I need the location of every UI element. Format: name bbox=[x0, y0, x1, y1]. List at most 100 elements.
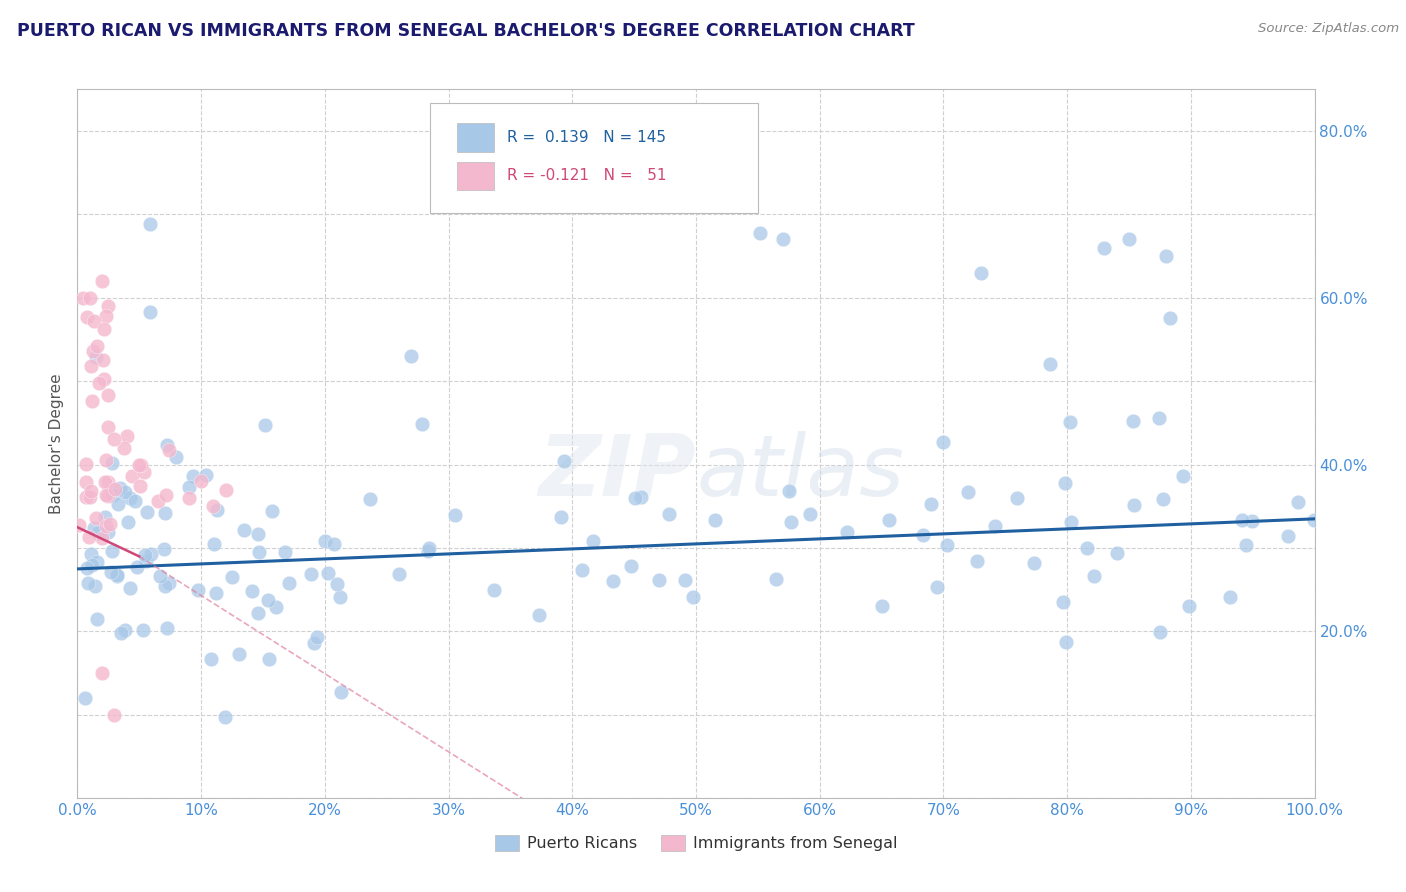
Point bbox=[79, 291, 101, 305]
Point bbox=[1059, 416, 1081, 430]
Point bbox=[149, 569, 172, 583]
Point bbox=[277, 575, 299, 590]
Point bbox=[1147, 411, 1170, 425]
Point bbox=[93, 322, 115, 336]
Point bbox=[1122, 414, 1144, 428]
Point bbox=[93, 510, 115, 524]
Point bbox=[1118, 232, 1140, 246]
Point bbox=[103, 433, 125, 447]
Point bbox=[1052, 595, 1074, 609]
Point bbox=[97, 388, 120, 402]
Point bbox=[152, 542, 174, 557]
Point bbox=[86, 555, 108, 569]
Point bbox=[79, 491, 101, 505]
Point bbox=[925, 580, 948, 594]
Point bbox=[97, 475, 120, 489]
Legend: Puerto Ricans, Immigrants from Senegal: Puerto Ricans, Immigrants from Senegal bbox=[488, 829, 904, 858]
Point bbox=[877, 513, 900, 527]
Point bbox=[624, 491, 647, 506]
Point bbox=[101, 456, 124, 470]
Point bbox=[103, 707, 125, 722]
Point bbox=[1076, 541, 1098, 556]
Point bbox=[936, 538, 959, 552]
Point bbox=[97, 524, 120, 539]
Point bbox=[299, 567, 322, 582]
Point bbox=[134, 548, 156, 562]
Point bbox=[75, 475, 97, 490]
Point bbox=[682, 590, 704, 604]
Y-axis label: Bachelor's Degree: Bachelor's Degree bbox=[49, 374, 65, 514]
Point bbox=[129, 458, 152, 473]
Point bbox=[153, 506, 176, 520]
Point bbox=[94, 519, 117, 533]
Point bbox=[1286, 495, 1309, 509]
Point bbox=[87, 526, 110, 541]
Point bbox=[330, 685, 353, 699]
Point bbox=[200, 652, 222, 666]
Point bbox=[120, 491, 142, 505]
Point bbox=[388, 566, 411, 581]
Point bbox=[165, 450, 187, 465]
Point bbox=[246, 527, 269, 541]
Point bbox=[228, 647, 250, 661]
Point bbox=[1152, 491, 1174, 506]
Point bbox=[1039, 357, 1062, 371]
Point bbox=[1083, 569, 1105, 583]
Point bbox=[314, 533, 336, 548]
Point bbox=[76, 561, 98, 575]
Point bbox=[322, 537, 344, 551]
Point bbox=[91, 531, 114, 545]
Point bbox=[256, 593, 278, 607]
Point bbox=[101, 488, 124, 502]
Point bbox=[274, 545, 297, 559]
Point bbox=[139, 304, 162, 318]
Point bbox=[799, 507, 821, 521]
Text: R = -0.121   N =   51: R = -0.121 N = 51 bbox=[506, 169, 666, 183]
Point bbox=[359, 491, 381, 506]
Point bbox=[416, 543, 439, 558]
Point bbox=[444, 508, 467, 522]
Point bbox=[84, 351, 107, 365]
Point bbox=[156, 438, 179, 452]
Point bbox=[125, 560, 148, 574]
Point bbox=[1303, 513, 1326, 527]
Point bbox=[82, 394, 104, 409]
Text: Source: ZipAtlas.com: Source: ZipAtlas.com bbox=[1258, 22, 1399, 36]
Point bbox=[86, 339, 108, 353]
Point bbox=[1159, 311, 1181, 326]
Point bbox=[1154, 249, 1177, 263]
Point bbox=[648, 574, 671, 588]
Point bbox=[121, 468, 143, 483]
Point bbox=[214, 710, 236, 724]
Point bbox=[870, 599, 893, 613]
Point bbox=[91, 352, 114, 367]
Point bbox=[202, 500, 225, 514]
Point bbox=[177, 491, 200, 505]
Point bbox=[1241, 514, 1264, 528]
Point bbox=[80, 359, 103, 373]
Point bbox=[401, 349, 423, 363]
Point bbox=[67, 517, 90, 532]
Point bbox=[97, 419, 120, 434]
Point bbox=[1005, 491, 1028, 505]
Point bbox=[80, 548, 103, 562]
Point bbox=[115, 429, 138, 443]
Point bbox=[527, 608, 550, 623]
Point bbox=[76, 310, 98, 325]
Point bbox=[93, 372, 115, 386]
Point bbox=[316, 566, 339, 580]
Point bbox=[411, 417, 433, 431]
Point bbox=[136, 505, 159, 519]
Point bbox=[749, 226, 772, 240]
Point bbox=[205, 503, 228, 517]
Point bbox=[1232, 513, 1254, 527]
Point bbox=[157, 575, 180, 590]
Point bbox=[1277, 529, 1299, 543]
Point bbox=[118, 582, 141, 596]
Point bbox=[77, 529, 100, 543]
Point bbox=[110, 625, 132, 640]
Point bbox=[772, 232, 794, 246]
Point bbox=[1149, 625, 1171, 640]
Point bbox=[1122, 498, 1144, 512]
Point bbox=[619, 558, 641, 573]
